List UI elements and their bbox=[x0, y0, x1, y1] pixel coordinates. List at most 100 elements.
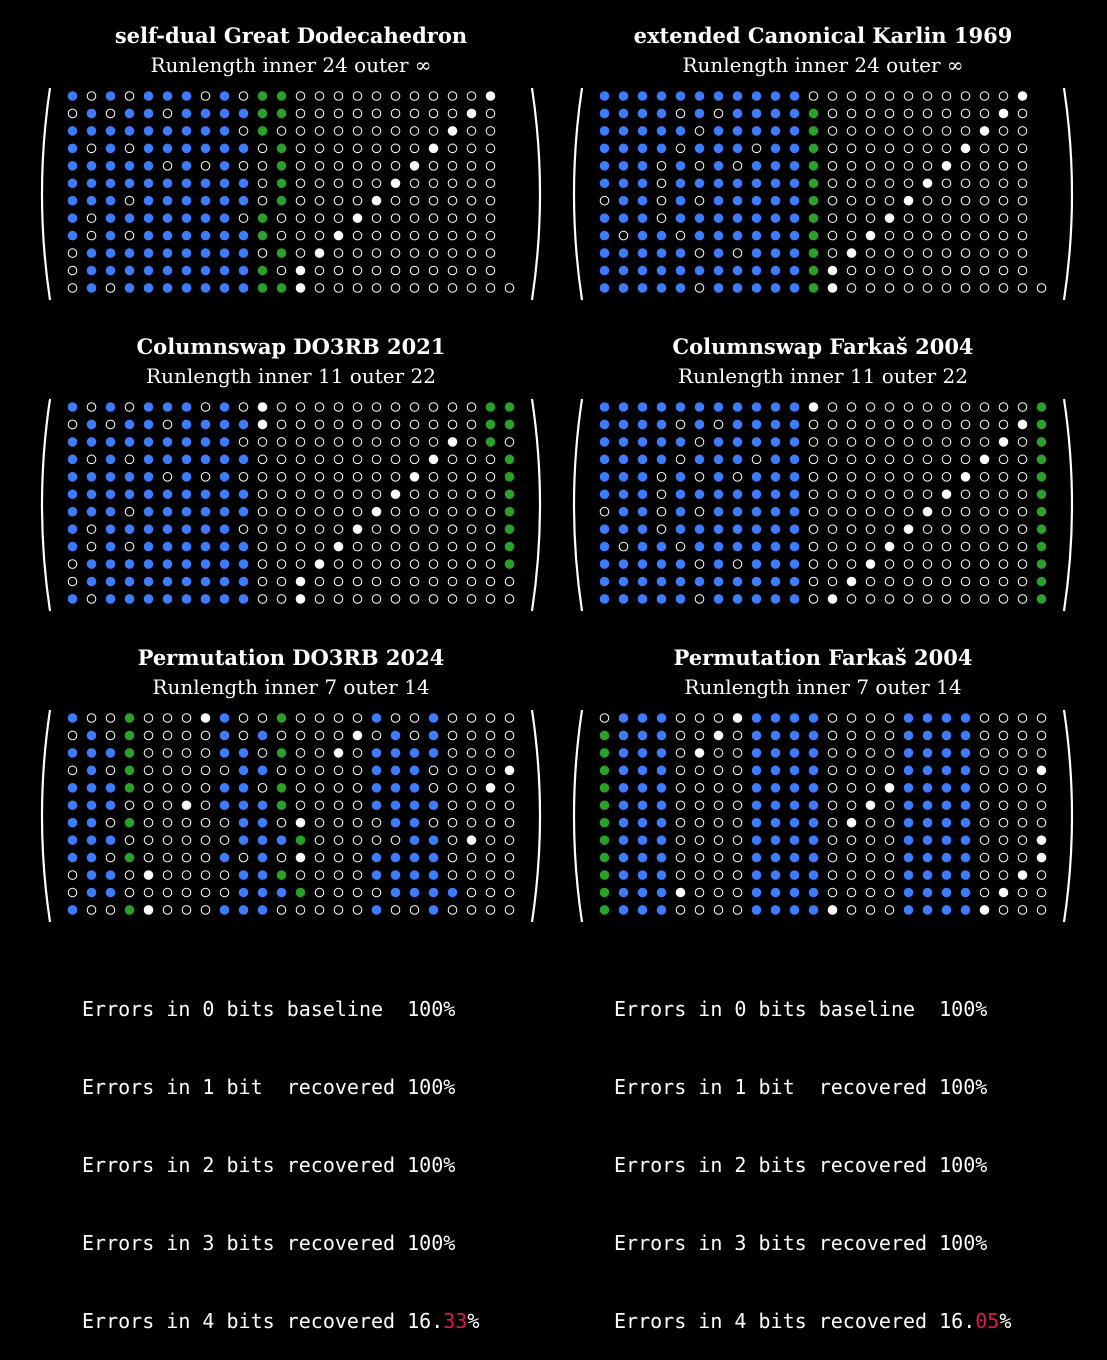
empty-bit bbox=[295, 454, 306, 465]
empty-bit bbox=[884, 178, 895, 189]
blue-bit bbox=[618, 248, 629, 258]
blue-bit bbox=[789, 835, 800, 845]
blue-bit bbox=[770, 126, 781, 136]
empty-bit bbox=[314, 402, 325, 412]
green-bit bbox=[599, 835, 610, 845]
blue-bit bbox=[86, 576, 97, 587]
empty-bit bbox=[390, 713, 401, 723]
white-bit bbox=[865, 800, 876, 811]
empty-bit bbox=[67, 559, 78, 569]
blue-bit bbox=[143, 161, 154, 171]
empty-bit bbox=[466, 870, 477, 880]
empty-bit bbox=[333, 437, 344, 447]
empty-bit bbox=[124, 506, 135, 517]
empty-bit bbox=[371, 91, 382, 101]
blue-bit bbox=[770, 800, 781, 811]
empty-bit bbox=[409, 265, 420, 276]
empty-bit bbox=[865, 402, 876, 412]
empty-bit bbox=[200, 783, 211, 793]
empty-bit bbox=[428, 817, 439, 828]
blue-bit bbox=[105, 143, 116, 154]
empty-bit bbox=[846, 800, 857, 811]
empty-bit bbox=[333, 817, 344, 828]
blue-bit bbox=[428, 905, 439, 915]
empty-bit bbox=[162, 713, 173, 723]
blue-bit bbox=[124, 248, 135, 258]
panel-title: extended Canonical Karlin 1969 bbox=[633, 23, 1013, 48]
blue-bit bbox=[656, 730, 667, 741]
empty-bit bbox=[257, 472, 268, 482]
empty-bit bbox=[466, 800, 477, 811]
blue-bit bbox=[789, 437, 800, 447]
empty-bit bbox=[466, 817, 477, 828]
empty-bit bbox=[162, 472, 173, 482]
empty-bit bbox=[941, 213, 952, 223]
empty-bit bbox=[884, 730, 895, 741]
empty-bit bbox=[257, 489, 268, 500]
empty-bit bbox=[884, 265, 895, 276]
blue-bit bbox=[105, 248, 116, 258]
empty-bit bbox=[751, 143, 762, 154]
empty-bit bbox=[1017, 437, 1028, 447]
blue-bit bbox=[751, 730, 762, 741]
empty-bit bbox=[732, 800, 743, 811]
blue-bit bbox=[181, 143, 192, 154]
blue-bit bbox=[86, 800, 97, 811]
empty-bit bbox=[922, 195, 933, 206]
empty-bit bbox=[352, 230, 363, 241]
empty-bit bbox=[352, 506, 363, 517]
empty-bit bbox=[884, 91, 895, 101]
empty-bit bbox=[1017, 835, 1028, 845]
empty-bit bbox=[979, 765, 990, 776]
blue-bit bbox=[390, 765, 401, 776]
blue-bit bbox=[599, 437, 610, 447]
white-bit bbox=[314, 248, 325, 258]
blue-bit bbox=[770, 506, 781, 517]
empty-bit bbox=[447, 713, 458, 723]
empty-bit bbox=[1036, 283, 1047, 293]
empty-bit bbox=[428, 283, 439, 293]
blue-bit bbox=[751, 800, 762, 811]
empty-bit bbox=[979, 748, 990, 758]
empty-bit bbox=[352, 594, 363, 604]
blue-bit bbox=[713, 91, 724, 101]
blue-bit bbox=[618, 402, 629, 412]
blue-bit bbox=[219, 419, 230, 430]
empty-bit bbox=[1017, 524, 1028, 534]
empty-bit bbox=[257, 454, 268, 465]
blue-bit bbox=[732, 91, 743, 101]
bit-matrix bbox=[40, 87, 542, 301]
blue-bit bbox=[162, 524, 173, 534]
empty-bit bbox=[352, 454, 363, 465]
empty-bit bbox=[295, 765, 306, 776]
empty-bit bbox=[1017, 230, 1028, 241]
blue-bit bbox=[903, 748, 914, 758]
empty-bit bbox=[314, 506, 325, 517]
empty-bit bbox=[257, 713, 268, 723]
empty-bit bbox=[390, 126, 401, 136]
blue-bit bbox=[599, 213, 610, 223]
green-bit bbox=[504, 454, 515, 465]
blue-bit bbox=[105, 800, 116, 811]
empty-bit bbox=[675, 905, 686, 915]
empty-bit bbox=[409, 559, 420, 569]
empty-bit bbox=[295, 91, 306, 101]
empty-bit bbox=[371, 419, 382, 430]
empty-bit bbox=[295, 472, 306, 482]
white-bit bbox=[371, 195, 382, 206]
empty-bit bbox=[352, 419, 363, 430]
empty-bit bbox=[447, 248, 458, 258]
green-bit bbox=[504, 402, 515, 412]
blue-bit bbox=[637, 472, 648, 482]
blue-bit bbox=[181, 161, 192, 171]
empty-bit bbox=[675, 454, 686, 465]
empty-bit bbox=[314, 265, 325, 276]
empty-bit bbox=[238, 437, 249, 447]
empty-bit bbox=[409, 230, 420, 241]
green-bit bbox=[124, 765, 135, 776]
blue-bit bbox=[922, 852, 933, 863]
empty-bit bbox=[181, 852, 192, 863]
empty-bit bbox=[295, 783, 306, 793]
empty-bit bbox=[713, 419, 724, 430]
empty-bit bbox=[1036, 748, 1047, 758]
